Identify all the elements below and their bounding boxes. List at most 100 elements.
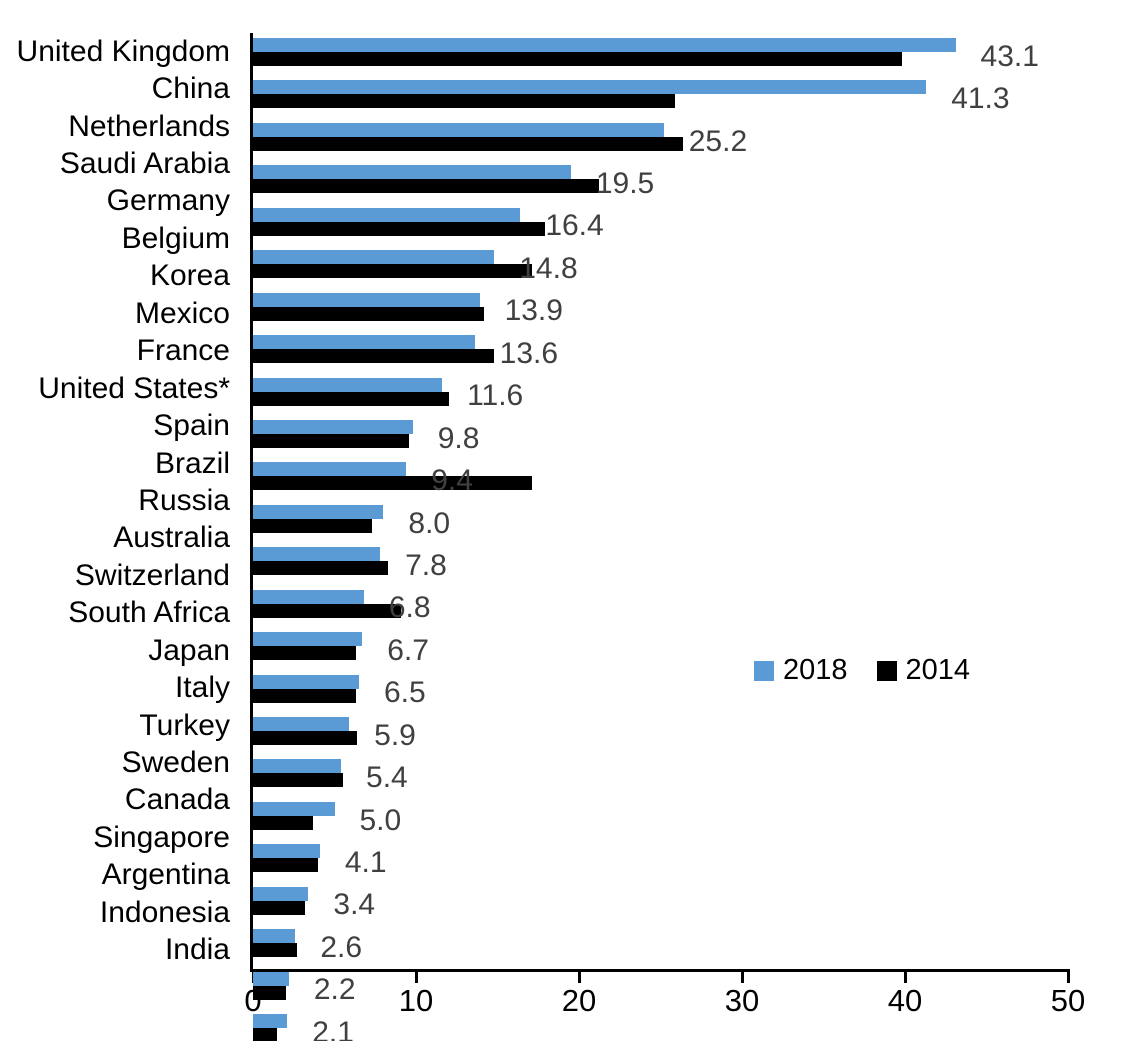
- x-tick-label: 10: [398, 983, 434, 1018]
- data-label: 43.1: [980, 39, 1039, 73]
- bar-2014: [253, 179, 599, 194]
- bar-2018: [253, 801, 335, 816]
- data-label: 9.4: [431, 464, 473, 498]
- legend-label-2014: 2014: [905, 654, 971, 686]
- category-label: Argentina: [101, 858, 230, 892]
- category-label: Singapore: [93, 820, 230, 854]
- bar-2014: [253, 900, 306, 915]
- bar-2014: [253, 815, 314, 830]
- bar-2014: [253, 221, 545, 236]
- category-label: Belgium: [121, 221, 230, 255]
- data-label: 3.4: [333, 888, 376, 922]
- data-label: 6.7: [387, 633, 429, 667]
- category-label: Canada: [124, 783, 230, 817]
- bar-2014: [253, 136, 684, 151]
- bar-2018: [253, 292, 480, 307]
- category-label: Saudi Arabia: [59, 147, 230, 181]
- category-label: South Africa: [68, 596, 230, 630]
- bar-row: 6.7: [253, 632, 1068, 669]
- bar-2018: [253, 462, 407, 477]
- bar-row: 2.2: [253, 971, 1068, 1009]
- bar-row: 13.6: [253, 335, 1068, 372]
- data-label: 2.6: [320, 930, 363, 964]
- bar-2018: [253, 547, 381, 562]
- x-tick-mark: [740, 972, 744, 983]
- bar-row: 5.9: [253, 717, 1068, 754]
- bar-row: 11.6: [253, 377, 1068, 415]
- bar-2014: [253, 688, 356, 703]
- category-label: Japan: [148, 633, 230, 667]
- data-label: 41.3: [951, 82, 1010, 116]
- data-label: 13.6: [499, 336, 559, 370]
- bar-2018: [253, 589, 364, 604]
- x-tick-mark: [1066, 972, 1070, 983]
- category-label: Mexico: [134, 296, 230, 330]
- data-label: 6.8: [388, 591, 431, 625]
- category-label: Korea: [149, 259, 230, 293]
- bar-2014: [253, 306, 485, 321]
- bar-2018: [253, 122, 664, 137]
- bar-2018: [253, 1014, 288, 1029]
- legend: 2018 2014: [754, 656, 970, 685]
- bar-row: 13.9: [253, 292, 1068, 330]
- category-axis: United Kingdom China Netherlands Saudi Arab…: [0, 33, 230, 969]
- bar-2014: [253, 1028, 278, 1041]
- category-label: United States*: [38, 371, 230, 405]
- bar-2014: [253, 476, 532, 491]
- data-label: 2.1: [312, 1015, 354, 1041]
- data-label: 8.0: [408, 506, 451, 540]
- bar-2014: [253, 52, 902, 66]
- bar-2014: [253, 391, 449, 406]
- bar-2018: [253, 377, 443, 392]
- x-axis-line: [250, 969, 1070, 972]
- bar-2018: [253, 165, 571, 180]
- bar-2018: [253, 929, 296, 944]
- bar-2018: [253, 971, 289, 986]
- bar-2014: [253, 518, 372, 533]
- category-label: France: [136, 334, 230, 368]
- bar-2018: [253, 717, 350, 731]
- data-label: 5.0: [359, 803, 402, 837]
- bar-row: 8.0: [253, 504, 1068, 542]
- bar-2018: [253, 759, 342, 774]
- data-label: 9.8: [437, 421, 480, 455]
- bar-2018: [253, 335, 475, 350]
- bar-2014: [253, 264, 532, 279]
- x-tick-label: 50: [1050, 983, 1086, 1018]
- bar-2014: [253, 773, 343, 788]
- bar-2014: [253, 561, 389, 576]
- category-label: Russia: [138, 483, 230, 517]
- bar-2018: [253, 419, 413, 434]
- data-label: 25.2: [688, 124, 748, 158]
- data-label: 2.2: [313, 973, 356, 1007]
- bar-2018: [253, 674, 359, 689]
- x-tick-mark: [577, 972, 581, 983]
- bar-2014: [253, 943, 297, 958]
- data-label: 16.4: [545, 209, 604, 243]
- bar-2014: [253, 349, 495, 364]
- x-tick-mark: [414, 972, 418, 983]
- bar-row: 16.4: [253, 207, 1068, 245]
- category-label: Australia: [113, 521, 230, 555]
- legend-swatch-2014: [876, 660, 897, 681]
- category-label: Indonesia: [99, 895, 230, 929]
- data-label: 5.9: [374, 718, 416, 752]
- category-label: Sweden: [121, 746, 230, 780]
- category-label: China: [151, 72, 230, 106]
- bar-row: 9.8: [253, 419, 1068, 457]
- category-label: Turkey: [139, 708, 230, 742]
- legend-entry-2018: 2018: [754, 656, 848, 685]
- category-label: United Kingdom: [16, 34, 230, 68]
- bar-row: 6.5: [253, 674, 1068, 712]
- bar-row: 6.8: [253, 589, 1068, 627]
- bar-2018: [253, 80, 927, 95]
- bar-row: 41.3: [253, 80, 1068, 117]
- data-label: 11.6: [467, 379, 524, 413]
- bar-row: 4.1: [253, 844, 1068, 881]
- bar-2014: [253, 731, 358, 745]
- bar-2014: [253, 646, 356, 661]
- bar-row: 7.8: [253, 547, 1068, 584]
- bar-row: 3.4: [253, 886, 1068, 924]
- bar-2014: [253, 858, 319, 873]
- bar-2018: [253, 38, 956, 52]
